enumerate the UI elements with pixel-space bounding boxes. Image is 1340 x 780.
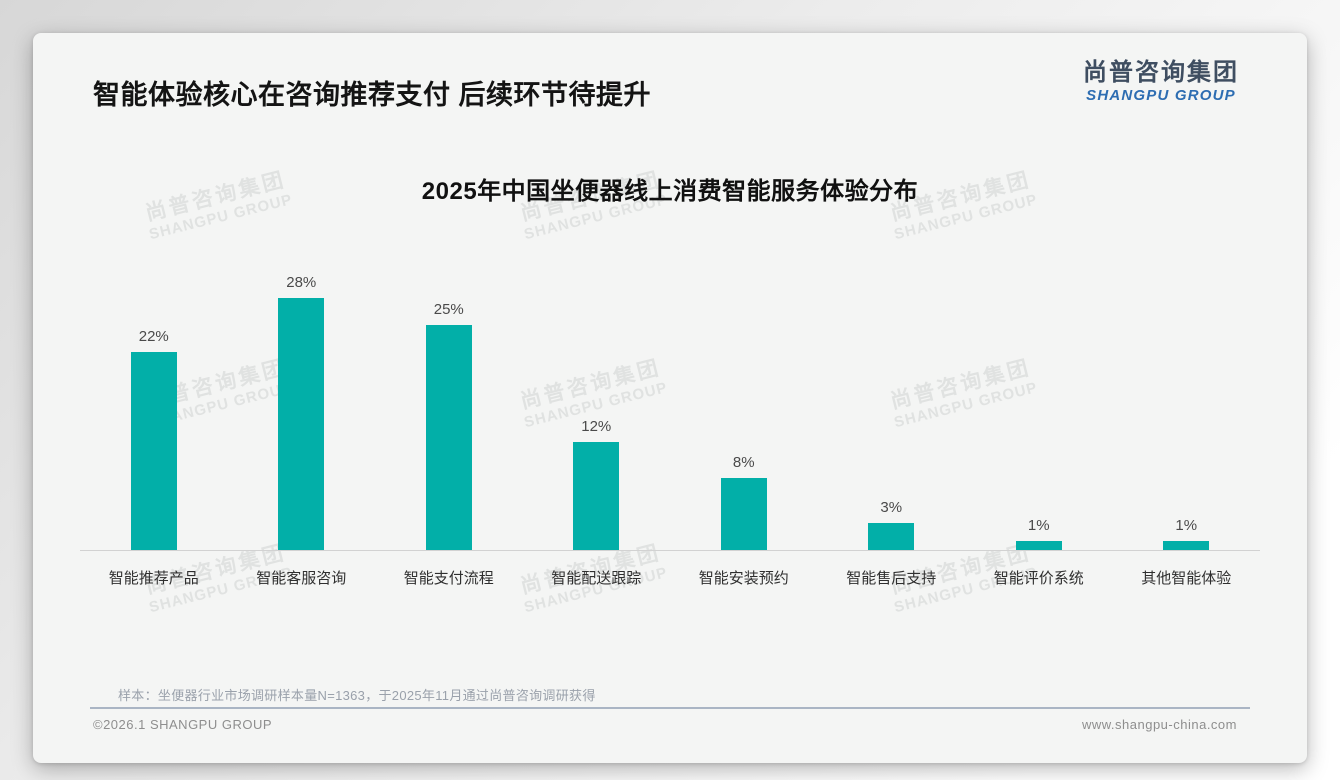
bar-value-label: 25% bbox=[433, 301, 464, 318]
bar-column: 1% bbox=[1113, 263, 1261, 550]
category-label: 智能售后支持 bbox=[846, 570, 937, 587]
sample-note: 样本：坐便器行业市场调研样本量N=1363，于2025年11月通过尚普咨询调研获… bbox=[118, 688, 596, 703]
bar-value-label: 28% bbox=[286, 274, 317, 291]
category-label: 智能评价系统 bbox=[993, 570, 1084, 587]
bar-column: 28% bbox=[228, 263, 376, 550]
brand-logo-chinese: 尚普咨询集团 bbox=[1083, 59, 1239, 86]
category-label: 其他智能体验 bbox=[1141, 570, 1232, 587]
bar bbox=[1163, 541, 1210, 550]
copyright-text: ©2026.1 SHANGPU GROUP bbox=[93, 717, 273, 732]
website-url: www.shangpu-china.com bbox=[1081, 717, 1237, 732]
bar-column: 8% bbox=[670, 263, 818, 550]
bar-column: 22% bbox=[80, 263, 228, 550]
bar bbox=[425, 325, 472, 550]
category-label: 智能支付流程 bbox=[403, 570, 494, 587]
x-axis-line bbox=[80, 550, 1260, 551]
bar-column: 12% bbox=[523, 263, 671, 550]
chart-title: 2025年中国坐便器线上消费智能服务体验分布 bbox=[421, 178, 919, 205]
bar bbox=[1015, 541, 1062, 550]
bar bbox=[720, 478, 767, 550]
bar-column: 3% bbox=[818, 263, 966, 550]
bar bbox=[868, 523, 915, 550]
x-axis-category-labels: 智能推荐产品 智能客服咨询 智能支付流程 智能配送跟踪 智能安装预约 智能售后支持 智能评价… bbox=[80, 567, 1260, 588]
bar-value-label: 1% bbox=[1175, 517, 1198, 534]
bar-value-label: 8% bbox=[732, 454, 755, 471]
slide-card: 尚普咨询集团 SHANGPU GROUP 尚普咨询集团 SHANGPU GROUP 尚普… bbox=[33, 33, 1307, 763]
bar bbox=[278, 298, 325, 550]
bar-value-label: 3% bbox=[880, 499, 903, 516]
category-label: 智能推荐产品 bbox=[108, 570, 199, 587]
page-title: 智能体验核心在咨询推荐支付 后续环节待提升 bbox=[93, 80, 652, 110]
bar bbox=[573, 442, 620, 550]
bar-value-label: 22% bbox=[138, 328, 169, 345]
brand-logo-english: SHANGPU GROUP bbox=[1086, 87, 1236, 105]
category-label: 智能客服咨询 bbox=[256, 570, 347, 587]
footer-divider bbox=[90, 707, 1250, 709]
brand-logo: 尚普咨询集团 SHANGPU GROUP bbox=[1083, 59, 1239, 105]
bar-value-label: 1% bbox=[1027, 517, 1050, 534]
bar-column: 25% bbox=[375, 263, 523, 550]
category-label: 智能安装预约 bbox=[698, 570, 789, 587]
bar-value-label: 12% bbox=[581, 418, 612, 435]
category-label: 智能配送跟踪 bbox=[551, 570, 642, 587]
bar bbox=[130, 352, 177, 550]
bar-column: 1% bbox=[965, 263, 1113, 550]
bar-chart-plot-area: 22% 28% 25% 12% 8% 3% 1% 1% bbox=[80, 263, 1260, 550]
